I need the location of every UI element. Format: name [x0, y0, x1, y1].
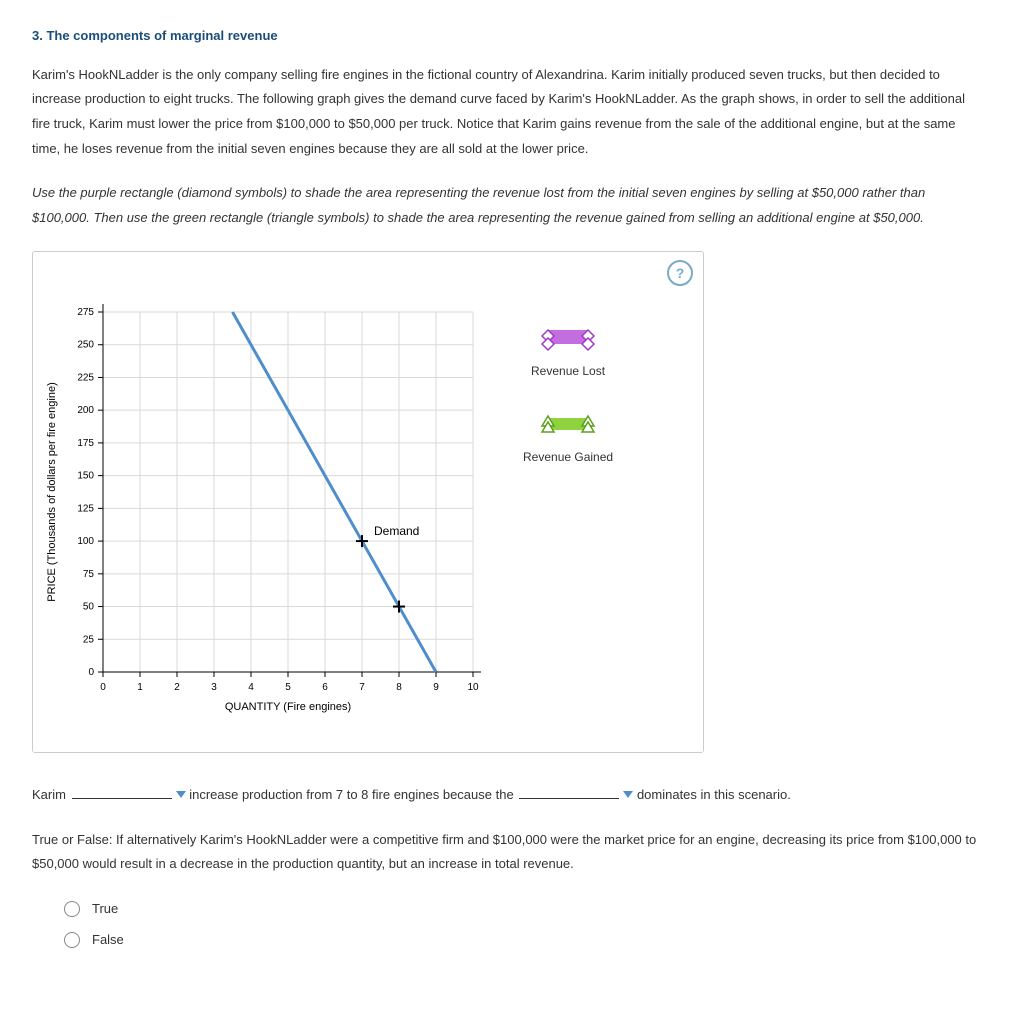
- dropdown-2[interactable]: [623, 791, 633, 798]
- svg-text:0: 0: [100, 682, 106, 693]
- radio-true-label: True: [92, 897, 118, 922]
- radio-true[interactable]: [64, 901, 80, 917]
- svg-text:250: 250: [77, 340, 94, 351]
- svg-text:10: 10: [467, 682, 479, 693]
- svg-text:PRICE (Thousands of dollars pe: PRICE (Thousands of dollars per fire eng…: [46, 382, 58, 602]
- demand-chart[interactable]: 0123456789100255075100125150175200225250…: [33, 252, 523, 752]
- svg-text:9: 9: [433, 682, 439, 693]
- legend: Revenue Lost Revenue Gained: [523, 322, 613, 497]
- fill-sentence: Karim increase production from 7 to 8 fi…: [32, 783, 980, 808]
- svg-text:8: 8: [396, 682, 402, 693]
- radio-true-row[interactable]: True: [64, 897, 980, 922]
- svg-text:2: 2: [174, 682, 180, 693]
- svg-text:200: 200: [77, 405, 94, 416]
- svg-text:1: 1: [137, 682, 143, 693]
- dropdown-2-blank: [519, 798, 619, 799]
- svg-text:Demand: Demand: [374, 524, 419, 538]
- svg-text:75: 75: [83, 569, 95, 580]
- intro-paragraph: Karim's HookNLadder is the only company …: [32, 63, 980, 162]
- radio-false-row[interactable]: False: [64, 928, 980, 953]
- legend-revenue-lost[interactable]: Revenue Lost: [523, 322, 613, 383]
- svg-text:275: 275: [77, 307, 94, 318]
- radio-false-label: False: [92, 928, 124, 953]
- svg-text:150: 150: [77, 470, 94, 481]
- svg-text:175: 175: [77, 438, 94, 449]
- radio-false[interactable]: [64, 932, 80, 948]
- legend-revenue-gained[interactable]: Revenue Gained: [523, 410, 613, 469]
- sentence-pre: Karim: [32, 787, 66, 802]
- svg-text:QUANTITY (Fire engines): QUANTITY (Fire engines): [225, 701, 351, 713]
- help-button[interactable]: ?: [667, 260, 693, 286]
- svg-text:3: 3: [211, 682, 217, 693]
- svg-text:225: 225: [77, 372, 94, 383]
- sentence-mid: increase production from 7 to 8 fire eng…: [189, 787, 513, 802]
- dropdown-1[interactable]: [176, 791, 186, 798]
- dropdown-1-blank: [72, 798, 172, 799]
- svg-text:125: 125: [77, 503, 94, 514]
- graph-container: ? 01234567891002550751001251501752002252…: [32, 251, 704, 753]
- svg-text:6: 6: [322, 682, 328, 693]
- svg-text:5: 5: [285, 682, 291, 693]
- svg-text:50: 50: [83, 601, 95, 612]
- svg-text:7: 7: [359, 682, 365, 693]
- true-false-prompt: True or False: If alternatively Karim's …: [32, 828, 980, 877]
- svg-text:25: 25: [83, 634, 95, 645]
- sentence-post: dominates in this scenario.: [637, 787, 791, 802]
- instruction-paragraph: Use the purple rectangle (diamond symbol…: [32, 181, 980, 230]
- legend-lost-label: Revenue Lost: [523, 360, 613, 383]
- svg-text:4: 4: [248, 682, 254, 693]
- svg-text:0: 0: [88, 667, 94, 678]
- question-heading: 3. The components of marginal revenue: [32, 24, 980, 49]
- legend-gained-label: Revenue Gained: [523, 446, 613, 469]
- svg-text:100: 100: [77, 536, 94, 547]
